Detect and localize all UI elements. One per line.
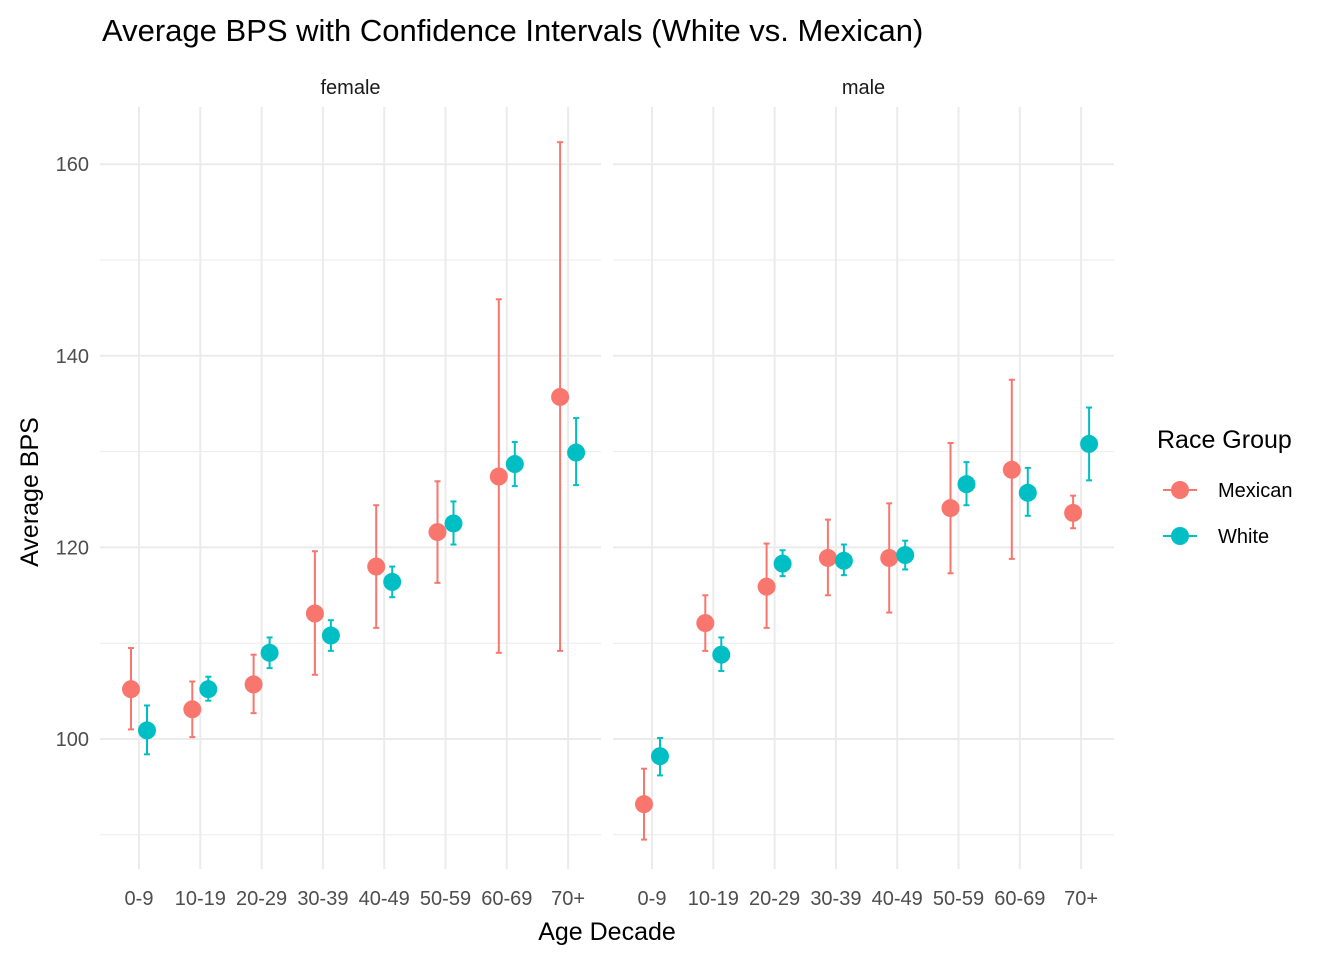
legend-title: Race Group xyxy=(1157,426,1292,454)
data-point xyxy=(957,475,976,494)
x-tick-label: 10-19 xyxy=(175,888,226,910)
x-tick-label: 10-19 xyxy=(688,888,739,910)
data-point xyxy=(941,499,960,518)
chart-title: Average BPS with Confidence Intervals (W… xyxy=(102,13,923,48)
x-tick-label: 0-9 xyxy=(638,888,667,910)
x-tick-label: 50-59 xyxy=(933,888,984,910)
data-point xyxy=(757,577,776,596)
legend-label: White xyxy=(1218,526,1269,548)
facet-label-female: female xyxy=(320,77,380,99)
legend-key-point xyxy=(1171,527,1189,545)
facet-label-male: male xyxy=(842,77,885,99)
data-point xyxy=(712,645,731,664)
data-point xyxy=(444,514,463,533)
data-point xyxy=(489,467,508,486)
x-tick-label: 50-59 xyxy=(420,888,471,910)
legend-label: Mexican xyxy=(1218,480,1292,502)
x-tick-label: 60-69 xyxy=(994,888,1045,910)
data-point xyxy=(138,721,156,740)
data-point xyxy=(567,443,586,462)
x-tick-label: 20-29 xyxy=(749,888,800,910)
data-point xyxy=(199,680,218,699)
data-point xyxy=(505,455,524,474)
x-tick-label: 30-39 xyxy=(297,888,348,910)
data-point xyxy=(773,554,792,573)
data-point xyxy=(244,675,263,694)
data-point xyxy=(696,614,715,633)
legend: Race Group Mexican White xyxy=(1157,426,1292,548)
data-point xyxy=(635,795,653,814)
y-tick-label: 120 xyxy=(56,537,89,559)
data-point xyxy=(1018,483,1037,502)
data-point xyxy=(651,747,669,766)
grid-layer xyxy=(100,107,1114,869)
x-tick-label: 20-29 xyxy=(236,888,287,910)
data-point xyxy=(305,604,324,623)
y-axis-label: Average BPS xyxy=(16,417,44,567)
data-point xyxy=(183,700,202,719)
y-tick-label: 100 xyxy=(56,729,89,751)
data-point xyxy=(428,523,447,542)
x-tick-label: 0-9 xyxy=(125,888,154,910)
data-point xyxy=(260,643,279,662)
data-point xyxy=(1064,503,1083,522)
x-tick-label: 60-69 xyxy=(481,888,532,910)
data-point xyxy=(321,626,340,645)
data-point xyxy=(122,680,140,699)
data-point xyxy=(880,548,899,567)
data-point xyxy=(1002,460,1021,479)
x-tick-label: 40-49 xyxy=(359,888,410,910)
data-point xyxy=(383,572,402,591)
x-tick-label: 70+ xyxy=(551,888,585,910)
x-tick-label: 30-39 xyxy=(810,888,861,910)
data-point xyxy=(834,551,853,570)
data-point xyxy=(367,557,386,576)
tick-layer: female 0-9 10-19 20-29 30-39 40-49 50-59 60-69 7… xyxy=(56,77,1098,910)
data-point xyxy=(818,548,837,567)
y-tick-label: 140 xyxy=(56,346,89,368)
mark-layer xyxy=(122,141,1099,841)
data-point xyxy=(1080,434,1099,453)
legend-key-point xyxy=(1171,481,1189,499)
data-point xyxy=(896,546,915,565)
y-tick-label: 160 xyxy=(56,154,89,176)
x-tick-label: 40-49 xyxy=(872,888,923,910)
x-axis-label: Age Decade xyxy=(538,918,676,946)
data-point xyxy=(551,387,570,406)
x-tick-label: 70+ xyxy=(1064,888,1098,910)
